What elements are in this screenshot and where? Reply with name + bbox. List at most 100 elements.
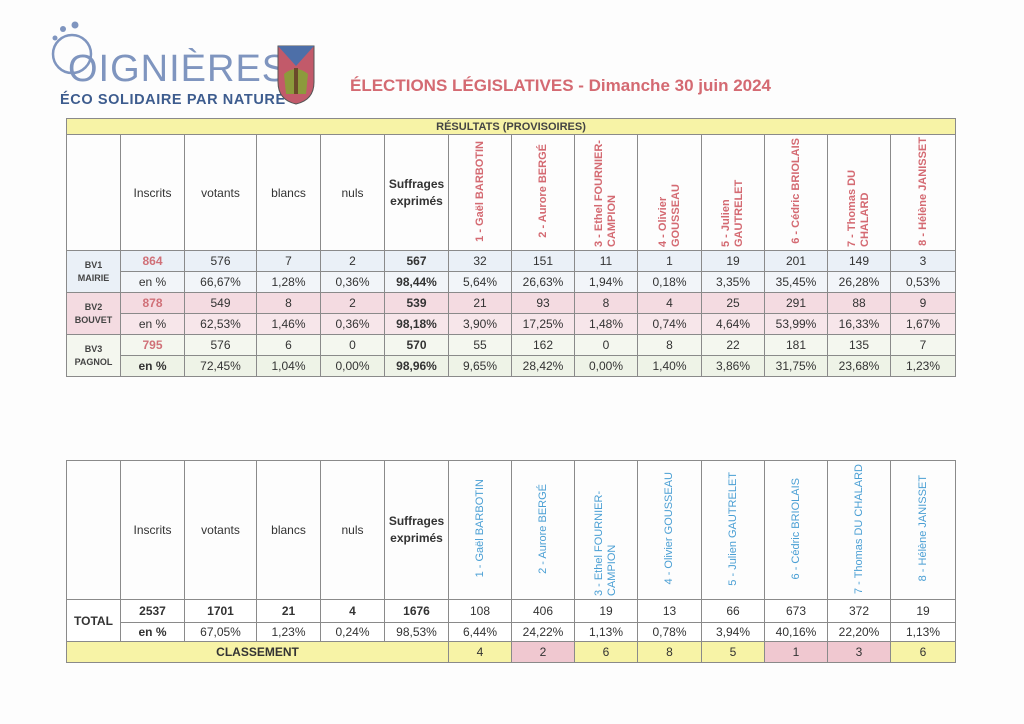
header-candidate-7: 7 - Thomas DU CHALARD — [827, 134, 891, 251]
cell-inscrits: 864 — [120, 250, 185, 272]
cell-blancs: 6 — [256, 334, 321, 356]
cell-candidate-6-pct: 31,75% — [764, 355, 828, 377]
table-row-bv1-pct: en % 66,67% 1,28% 0,36% 98,44% 5,64% 26,… — [67, 271, 957, 293]
bureau-place: BOUVET — [74, 314, 113, 325]
header-candidate-4: 4 - Olivier GOUSSEAU — [637, 460, 702, 600]
cell-blancs-pct: 1,23% — [256, 622, 321, 642]
cell-candidate-5-pct: 3,86% — [701, 355, 765, 377]
cell-candidate-3-pct: 0,00% — [574, 355, 638, 377]
bureau-code: BV3 — [84, 343, 103, 354]
candidate-name: 6 - Cédric BRIOLAIS — [789, 138, 802, 244]
logo-name: OIGNIÈRES — [68, 48, 289, 90]
cell-candidate-1: 32 — [448, 250, 512, 272]
total-label: TOTAL — [66, 599, 121, 642]
cell-candidate-6-pct: 35,45% — [764, 271, 828, 293]
cell-candidate-8: 9 — [889, 292, 957, 314]
rank-candidate-1: 4 — [448, 641, 512, 663]
header-inscrits: Inscrits — [120, 460, 185, 600]
cell-nuls: 2 — [320, 250, 385, 272]
header-suffrages: Suffrages exprimés — [384, 134, 449, 251]
rank-candidate-8: 6 — [890, 641, 956, 663]
cell-blancs-pct: 1,46% — [256, 313, 321, 335]
cell-candidate-3-pct: 1,48% — [574, 313, 638, 335]
cell-suffrages: 570 — [384, 334, 449, 356]
table-row-total-pct: en % 67,05% 1,23% 0,24% 98,53% 6,44% 24,… — [67, 622, 956, 642]
cell-candidate-4: 1 — [637, 250, 702, 272]
cell-candidate-8: 19 — [890, 599, 956, 623]
cell-candidate-1-pct: 9,65% — [448, 355, 512, 377]
candidate-name: 2 - Aurore BERGÉ — [536, 483, 549, 574]
cell-candidate-5-pct: 4,64% — [701, 313, 765, 335]
header-candidate-1: 1 - Gaël BARBOTIN — [448, 460, 512, 600]
cell-pct-label: en % — [120, 355, 185, 377]
cell-votants: 549 — [184, 292, 257, 314]
cell-votants: 576 — [184, 250, 257, 272]
header-candidate-1: 1 - Gaël BARBOTIN — [448, 134, 512, 251]
bureau-place: MAIRIE — [77, 272, 110, 283]
cell-candidate-3-pct: 1,94% — [574, 271, 638, 293]
cell-candidate-6: 673 — [764, 599, 828, 623]
cell-candidate-4: 8 — [637, 334, 702, 356]
cell-pct-label: en % — [120, 313, 185, 335]
cell-votants-pct: 72,45% — [184, 355, 257, 377]
cell-votants-pct: 67,05% — [184, 622, 257, 642]
header-candidate-6: 6 - Cédric BRIOLAIS — [764, 134, 828, 251]
cell-votants: 1701 — [184, 599, 257, 623]
table-row-bv1-counts: BV1 MAIRIE 864 576 7 2 567 32 151 11 1 1… — [66, 250, 957, 293]
cell-blancs-pct: 1,04% — [256, 355, 321, 377]
candidate-name: 8 - Hélène JANISSET — [916, 475, 929, 582]
cell-candidate-5: 25 — [701, 292, 765, 314]
cell-nuls: 0 — [320, 334, 385, 356]
cell-nuls-pct: 0,24% — [320, 622, 385, 642]
header-blancs: blancs — [256, 134, 321, 251]
cell-candidate-1-pct: 3,90% — [448, 313, 512, 335]
candidate-name: 4 - Olivier GOUSSEAU — [656, 184, 682, 247]
header-candidate-5: 5 - Julien GAUTRELET — [701, 134, 765, 251]
cell-candidate-2-pct: 28,42% — [511, 355, 575, 377]
candidate-name: 8 - Hélène JANISSET — [916, 136, 929, 246]
town-crest-icon — [277, 45, 315, 105]
cell-candidate-2: 406 — [511, 599, 575, 623]
cell-candidate-8-pct: 0,53% — [889, 271, 957, 293]
bureau-label-bv3: BV3 PAGNOL — [66, 334, 121, 377]
cell-candidate-4-pct: 0,18% — [637, 271, 702, 293]
cell-candidate-6: 201 — [764, 250, 828, 272]
cell-suffrages: 539 — [384, 292, 449, 314]
cell-candidate-8: 3 — [889, 250, 957, 272]
cell-inscrits: 795 — [120, 334, 185, 356]
corner-cell — [66, 134, 121, 251]
cell-candidate-5-pct: 3,35% — [701, 271, 765, 293]
cell-candidate-5: 66 — [701, 599, 765, 623]
logo-tagline: ÉCO SOLIDAIRE PAR NATURE — [60, 92, 286, 108]
table-row-classement: CLASSEMENT 4 2 6 8 5 1 3 6 — [66, 641, 956, 663]
candidate-name: 1 - Gaël BARBOTIN — [473, 479, 486, 578]
cell-candidate-1-pct: 6,44% — [448, 622, 512, 642]
cell-candidate-7-pct: 23,68% — [827, 355, 891, 377]
cell-candidate-2: 151 — [511, 250, 575, 272]
logo-swirl-icon — [51, 21, 93, 75]
rank-candidate-4: 8 — [637, 641, 702, 663]
cell-candidate-1: 55 — [448, 334, 512, 356]
header-candidate-2: 2 - Aurore BERGÉ — [511, 134, 575, 251]
cell-candidate-8: 7 — [889, 334, 957, 356]
table-row-bv3-pct: en % 72,45% 1,04% 0,00% 98,96% 9,65% 28,… — [67, 355, 957, 377]
header-candidate-8: 8 - Hélène JANISSET — [890, 460, 956, 600]
cell-candidate-3: 11 — [574, 250, 638, 272]
cell-candidate-4-pct: 1,40% — [637, 355, 702, 377]
cell-candidate-6: 181 — [764, 334, 828, 356]
cell-candidate-8-pct: 1,13% — [890, 622, 956, 642]
candidate-name: 3 - Ethel FOURNIER-CAMPION — [593, 140, 618, 247]
rank-candidate-2: 2 — [511, 641, 575, 663]
bureau-place: PAGNOL — [74, 356, 113, 367]
cell-blancs: 21 — [256, 599, 321, 623]
cell-candidate-4: 4 — [637, 292, 702, 314]
cell-candidate-7: 372 — [827, 599, 891, 623]
cell-nuls-pct: 0,00% — [320, 355, 385, 377]
cell-pct-label: en % — [120, 271, 185, 293]
cell-candidate-2-pct: 26,63% — [511, 271, 575, 293]
cell-votants-pct: 66,67% — [184, 271, 257, 293]
cell-candidate-3: 8 — [574, 292, 638, 314]
cell-candidate-5: 19 — [701, 250, 765, 272]
cell-candidate-8-pct: 1,23% — [889, 355, 957, 377]
header-suffrages: Suffrages exprimés — [384, 460, 449, 600]
